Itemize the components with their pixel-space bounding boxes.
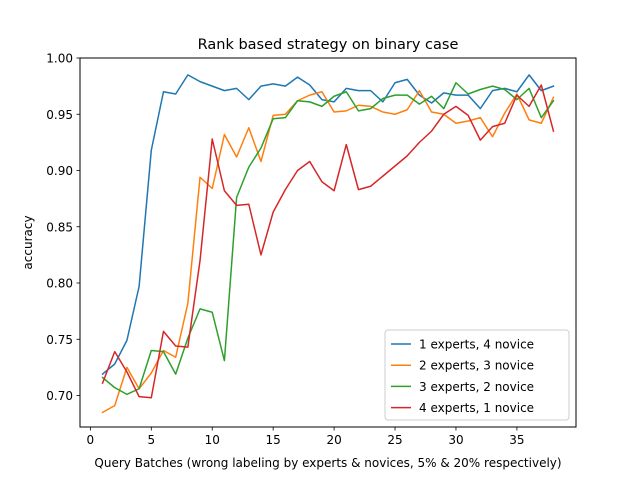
series-line-3	[101, 82, 555, 396]
y-tick-label: 0.90	[46, 164, 73, 178]
legend: 1 experts, 4 novice 2 experts, 3 novice 3 …	[384, 329, 570, 421]
y-tick-label: 1.00	[46, 52, 73, 66]
y-axis-title: accuracy	[21, 215, 35, 269]
series-line-4	[101, 84, 555, 399]
x-tick-label: 25	[387, 433, 402, 447]
x-tick-label: 15	[266, 433, 281, 447]
y-tick-label: 0.80	[46, 277, 73, 291]
legend-label-2: 2 experts, 3 novice	[419, 359, 534, 373]
x-tick-label: 35	[509, 433, 524, 447]
y-axis-ticks: 0.70 0.75 0.80 0.85 0.90 0.95 1.00	[46, 52, 80, 403]
legend-label-1: 1 experts, 4 novice	[419, 338, 534, 352]
x-tick-label: 30	[448, 433, 463, 447]
legend-label-3: 3 experts, 2 novice	[419, 380, 534, 394]
plot-frame	[79, 57, 577, 428]
x-tick-label: 5	[147, 433, 155, 447]
y-tick-label: 0.70	[46, 389, 73, 403]
y-tick-label: 0.85	[46, 220, 73, 234]
legend-box	[384, 329, 570, 421]
legend-label-4: 4 experts, 1 novice	[419, 401, 534, 415]
x-tick-label: 0	[87, 433, 95, 447]
x-tick-label: 20	[326, 433, 341, 447]
chart-title: Rank based strategy on binary case	[198, 37, 459, 53]
y-tick-label: 0.75	[46, 333, 73, 347]
x-axis-ticks: 0 5 10 15 20 25 30 35	[87, 427, 525, 447]
x-axis-title: Query Batches (wrong labeling by experts…	[94, 456, 561, 470]
plot-lines	[101, 74, 555, 414]
y-tick-label: 0.95	[46, 108, 73, 122]
x-tick-label: 10	[205, 433, 220, 447]
